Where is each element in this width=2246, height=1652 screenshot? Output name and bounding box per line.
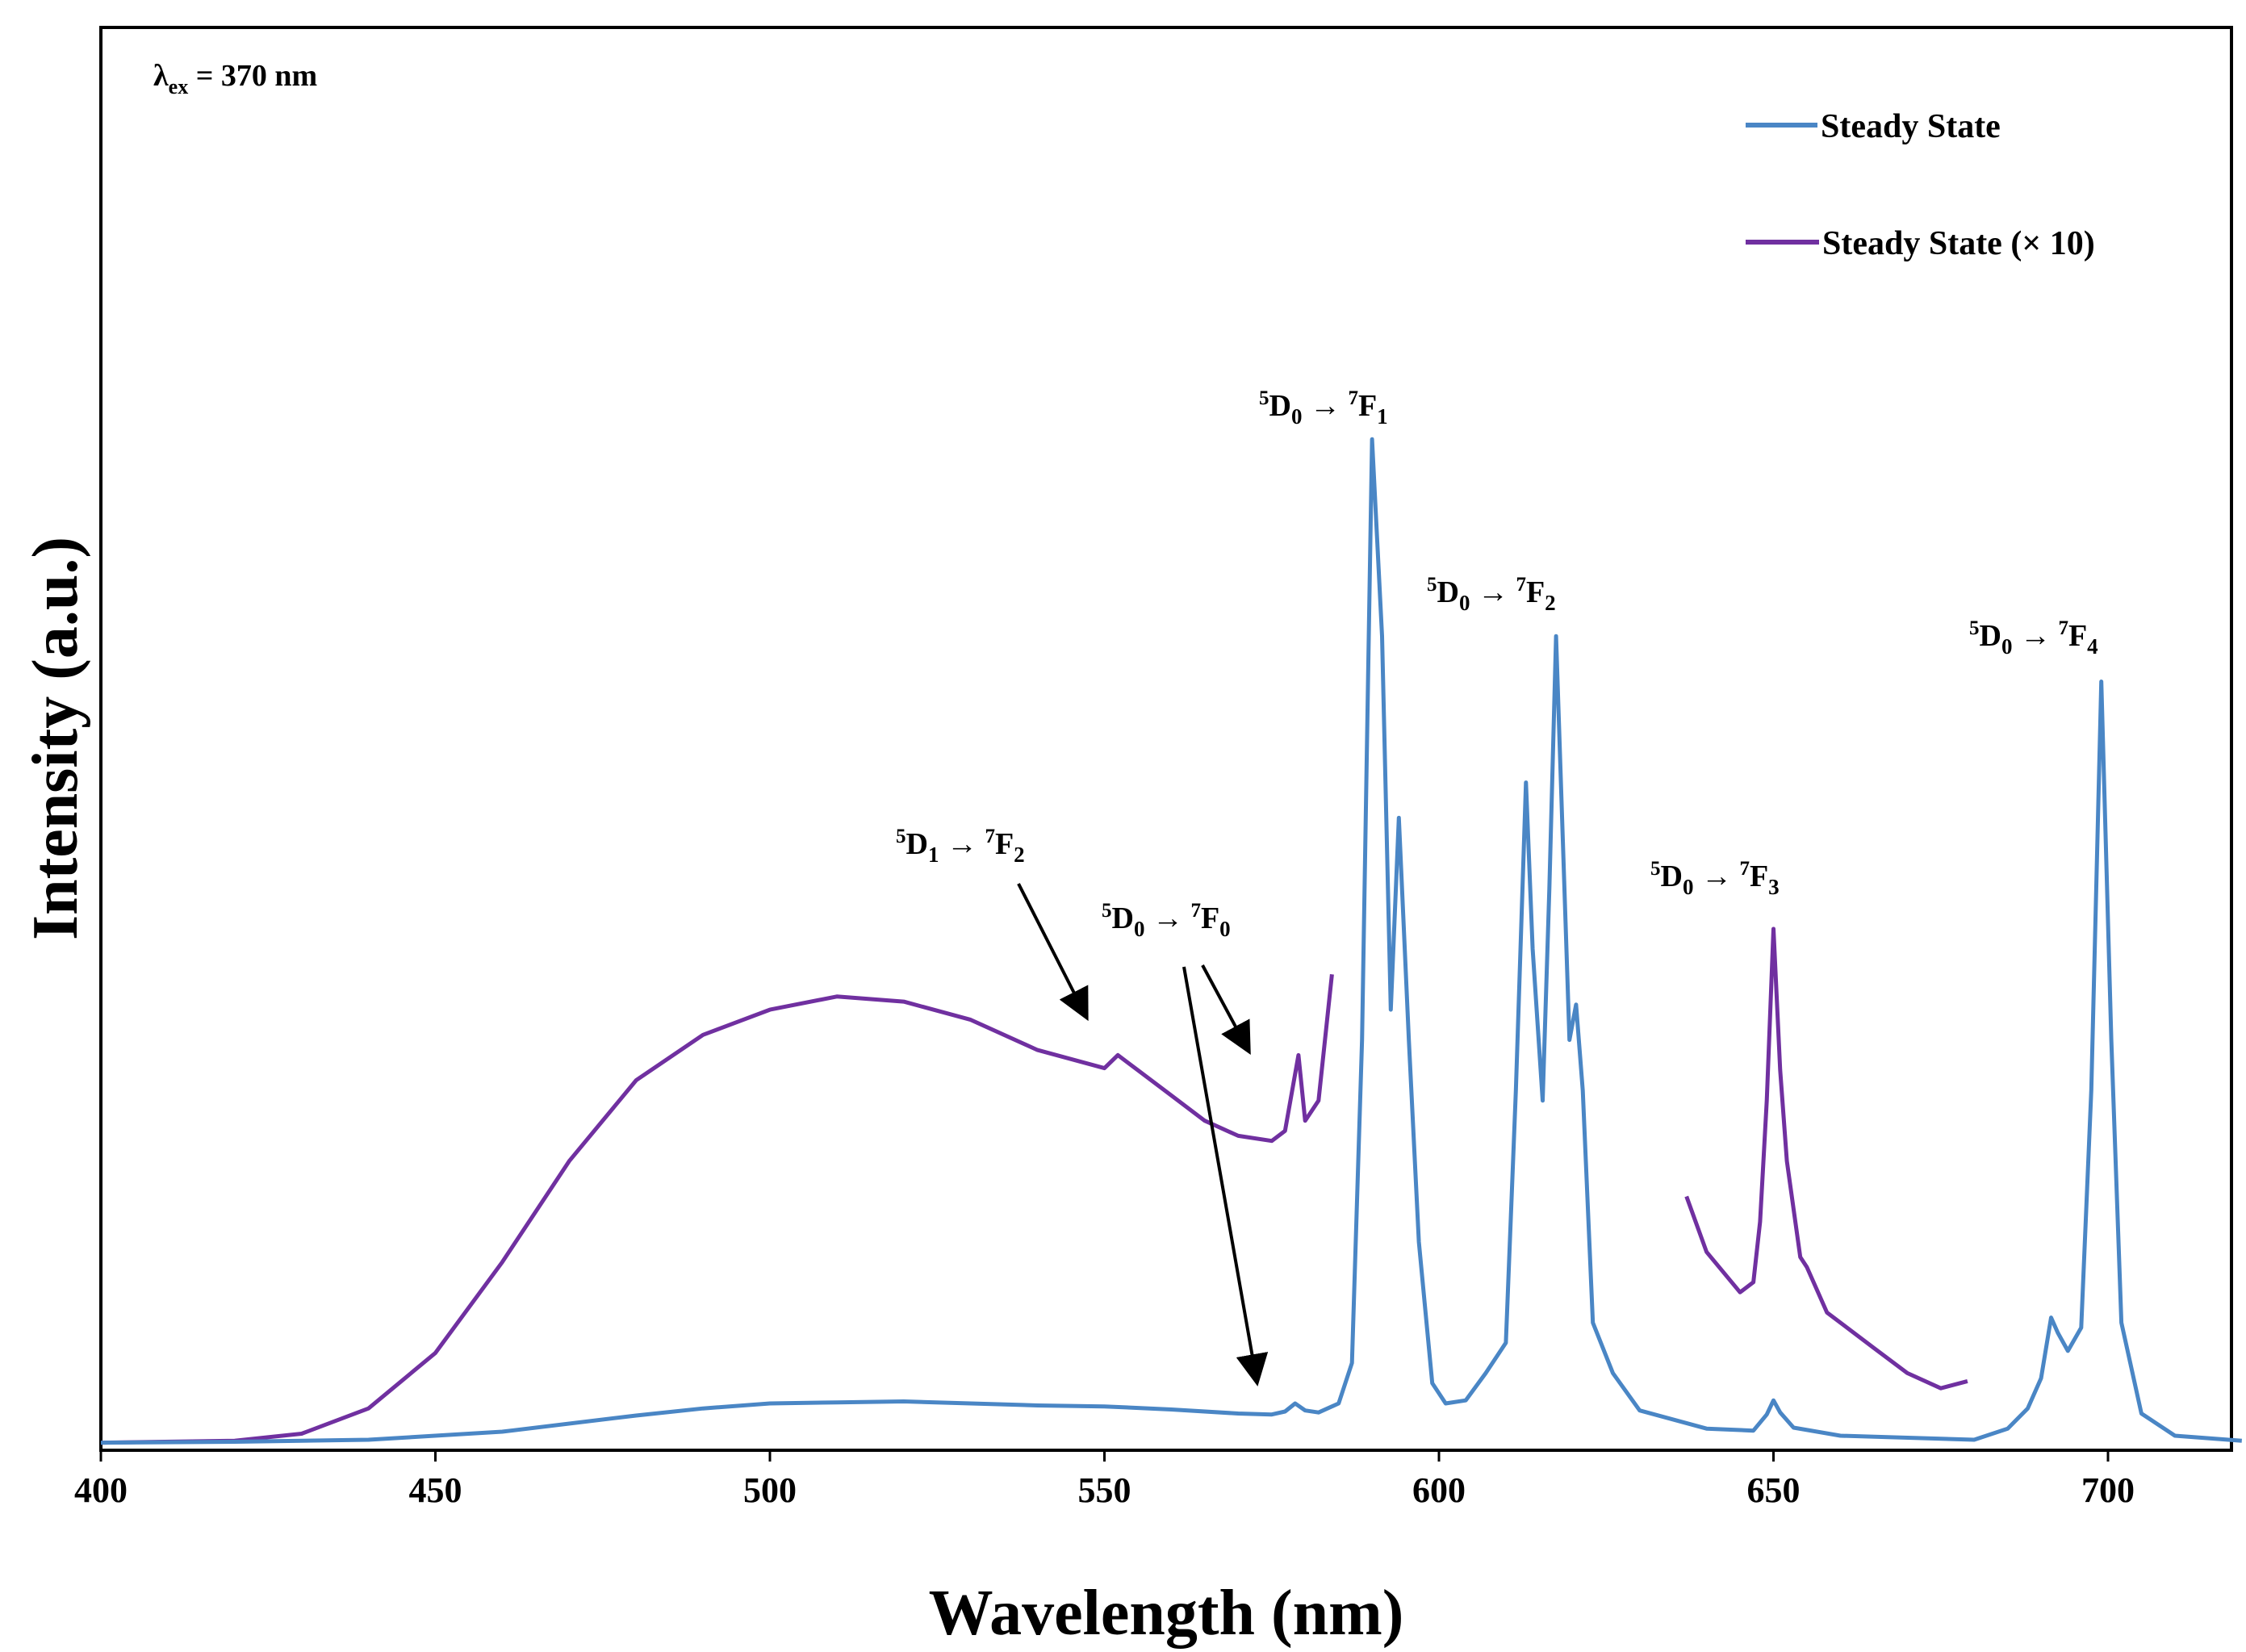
x-tick-label-550: 550 [1078,1470,1131,1510]
legend: Steady State Steady State (× 10) [1746,108,2095,262]
x-tick-label-650: 650 [1747,1470,1801,1510]
series-layer [100,437,2242,1445]
annotation-5d0-7f0: 5D0 → 7F0 [1102,900,1231,941]
x-tick-label-600: 600 [1412,1470,1466,1510]
x-tick-label-400: 400 [74,1470,128,1510]
x-axis-ticks: 400 450 500 550 600 650 700 [74,1450,2135,1510]
legend-label-steady-state: Steady State [1821,108,2001,145]
series-steady-state-x10-segment-2 [1684,926,1968,1391]
excitation-label: λex = 370 nm [153,59,317,98]
series-steady-state-line [100,437,2242,1445]
arrow-5d0-7f0-short [1201,964,1251,1056]
x-tick-label-500: 500 [743,1470,797,1510]
legend-label-steady-state-x10: Steady State (× 10) [1822,225,2095,262]
x-tick-label-700: 700 [2081,1470,2135,1510]
annotation-5d0-7f1: 5D0 → 7F1 [1259,387,1388,429]
plot-frame [99,26,2233,1452]
arrow-5d0-7f0-long [1182,966,1269,1386]
annotation-5d0-7f3: 5D0 → 7F3 [1650,858,1780,899]
annotation-5d1-7f2: 5D1 → 7F2 [896,826,1025,867]
x-axis-title: Wavelength (nm) [929,1578,1404,1649]
annotation-5d0-7f2: 5D0 → 7F2 [1427,574,1556,615]
series-steady-state-x10-segment-1 [100,974,1334,1445]
y-axis-title: Intensity (a.u.) [20,537,91,940]
annotation-5d0-7f4: 5D0 → 7F4 [1969,617,2098,659]
arrow-5d1-7f2 [1017,883,1089,1022]
x-tick-label-450: 450 [409,1470,462,1510]
